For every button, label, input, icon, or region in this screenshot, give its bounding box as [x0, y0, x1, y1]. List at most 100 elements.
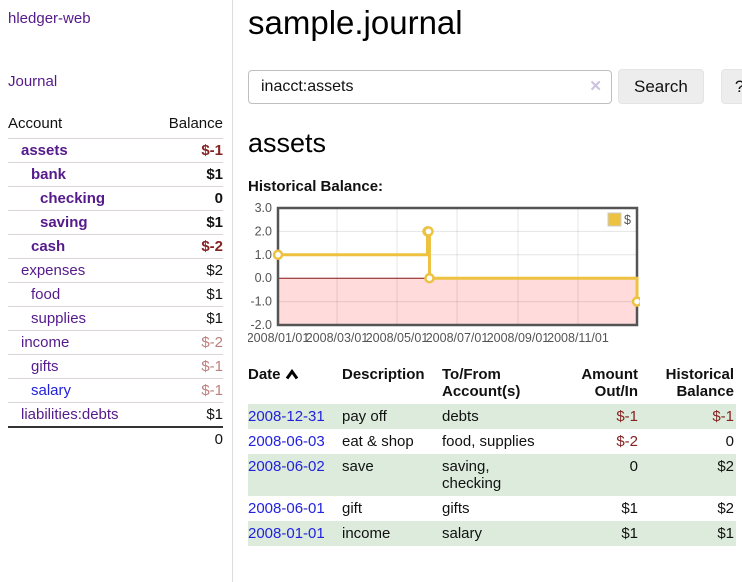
transaction-description: pay off: [342, 408, 387, 425]
transaction-amount: $-1: [616, 408, 638, 425]
account-row: liabilities:debts $1: [8, 402, 223, 428]
transaction-amount: 0: [629, 458, 638, 475]
transaction-description: eat & shop: [342, 433, 414, 450]
register-row: 2008-06-03 eat & shop food, supplies $-2…: [248, 429, 736, 454]
svg-text:3.0: 3.0: [255, 203, 272, 215]
transaction-balance: $1: [717, 525, 734, 542]
accounts-header-balance: Balance: [168, 115, 223, 132]
svg-text:1.0: 1.0: [255, 248, 272, 262]
transaction-description: income: [342, 525, 391, 542]
svg-text:2008/09/01: 2008/09/01: [487, 331, 550, 345]
account-link-income[interactable]: income: [21, 334, 70, 351]
register-header-date[interactable]: Date: [248, 364, 342, 404]
account-balance: $-1: [201, 382, 223, 399]
account-link-cash[interactable]: cash: [31, 238, 66, 255]
transaction-accounts: salary: [442, 525, 483, 542]
account-link-gifts[interactable]: gifts: [31, 358, 59, 375]
account-row: assets $-1: [8, 138, 223, 163]
transaction-balance: $-1: [712, 408, 734, 425]
register-row: 2008-06-01 gift gifts $1 $2: [248, 496, 736, 521]
account-heading: assets: [248, 128, 327, 158]
clear-search-icon[interactable]: ✕: [589, 77, 602, 95]
transaction-balance: $2: [717, 458, 734, 475]
account-row: checking 0: [8, 186, 223, 211]
transaction-amount: $1: [621, 500, 638, 517]
transaction-accounts: debts: [442, 408, 479, 425]
svg-text:0.0: 0.0: [255, 271, 272, 285]
svg-text:2.0: 2.0: [255, 224, 272, 238]
svg-text:$: $: [624, 213, 631, 227]
account-link-bank[interactable]: bank: [31, 166, 67, 183]
account-balance: $-2: [201, 334, 223, 351]
chart-label: Historical Balance:: [248, 178, 384, 195]
account-row: gifts $-1: [8, 354, 223, 379]
sort-ascending-icon: [285, 367, 299, 384]
transaction-accounts: food, supplies: [442, 433, 535, 450]
register-header-amount: Amount Out/In: [581, 366, 638, 400]
accounts-table: Account Balance assets $-1 bank $1 check…: [8, 112, 223, 451]
account-row: salary $-1: [8, 378, 223, 403]
page-title: sample.journal: [248, 4, 463, 41]
transaction-description: save: [342, 458, 374, 475]
accounts-total: 0: [214, 431, 223, 448]
account-link-liabilities-debts[interactable]: liabilities:debts: [21, 406, 119, 423]
account-row: food $1: [8, 282, 223, 307]
svg-text:2008/05/01: 2008/05/01: [366, 331, 429, 345]
transaction-date-link[interactable]: 2008-12-31: [248, 408, 325, 425]
transaction-amount: $-2: [616, 433, 638, 450]
register-row: 2008-06-02 save saving, checking 0 $2: [248, 454, 736, 496]
help-button[interactable]: ?: [720, 69, 742, 104]
account-balance: $1: [206, 166, 223, 183]
account-row: supplies $1: [8, 306, 223, 331]
account-balance: 0: [214, 190, 223, 207]
balance-chart: 3.0 2.0 1.0 0.0 -1.0 -2.02008/01/012008/03/01…: [248, 203, 640, 345]
svg-text:-2.0: -2.0: [250, 318, 272, 332]
transaction-amount: $1: [621, 525, 638, 542]
register-header-accounts: To/From Account(s): [442, 366, 521, 400]
register-row: 2008-01-01 income salary $1 $1: [248, 521, 736, 546]
account-link-expenses[interactable]: expenses: [21, 262, 86, 279]
sidebar: hledger-web Journal Account Balance asse…: [0, 0, 233, 582]
account-balance: $1: [206, 310, 223, 327]
account-row: cash $-2: [8, 234, 223, 259]
account-row: expenses $2: [8, 258, 223, 283]
transaction-balance: $2: [717, 500, 734, 517]
account-link-saving[interactable]: saving: [40, 214, 88, 231]
register-table: Date Description To/From Account(s) Amou…: [248, 364, 736, 546]
account-row: income $-2: [8, 330, 223, 355]
transaction-date-link[interactable]: 2008-06-01: [248, 500, 325, 517]
accounts-header-account: Account: [8, 115, 63, 132]
account-link-food[interactable]: food: [31, 286, 61, 303]
svg-text:-1.0: -1.0: [250, 295, 272, 309]
brand-link[interactable]: hledger-web: [8, 10, 91, 27]
svg-text:2008/07/01: 2008/07/01: [426, 331, 489, 345]
search-button[interactable]: Search: [618, 69, 704, 104]
transaction-accounts: gifts: [442, 500, 470, 517]
svg-text:2008/03/01: 2008/03/01: [306, 331, 369, 345]
account-row: saving $1: [8, 210, 223, 235]
historical-balance-chart: 3.0 2.0 1.0 0.0 -1.0 -2.0 2008/01/01 2008/03/01…: [248, 203, 742, 347]
account-link-checking[interactable]: checking: [40, 190, 106, 207]
svg-text:2008/11/01: 2008/11/01: [547, 331, 609, 345]
account-balance: $-1: [201, 358, 223, 375]
account-balance: $1: [206, 214, 223, 231]
account-balance: $2: [206, 262, 223, 279]
account-link-supplies[interactable]: supplies: [31, 310, 87, 327]
account-link-salary[interactable]: salary: [31, 382, 72, 399]
register-header-balance: Historical Balance: [665, 366, 734, 400]
transaction-date-link[interactable]: 2008-06-02: [248, 458, 325, 475]
main-content: sample.journal ✕ Search ? assets Histori…: [233, 0, 742, 582]
account-link-assets[interactable]: assets: [21, 142, 68, 159]
search-input[interactable]: [248, 69, 612, 104]
account-balance: $1: [206, 286, 223, 303]
transaction-date-link[interactable]: 2008-06-03: [248, 433, 325, 450]
accounts-total-row: 0: [8, 427, 223, 451]
transaction-date-link[interactable]: 2008-01-01: [248, 525, 325, 542]
register-header-description: Description: [342, 366, 425, 383]
transaction-description: gift: [342, 500, 363, 517]
svg-text:2008/01/01: 2008/01/01: [248, 331, 309, 345]
sidebar-item-journal[interactable]: Journal: [8, 73, 58, 90]
register-row: 2008-12-31 pay off debts $-1 $-1: [248, 404, 736, 429]
account-balance: $-1: [201, 142, 223, 159]
